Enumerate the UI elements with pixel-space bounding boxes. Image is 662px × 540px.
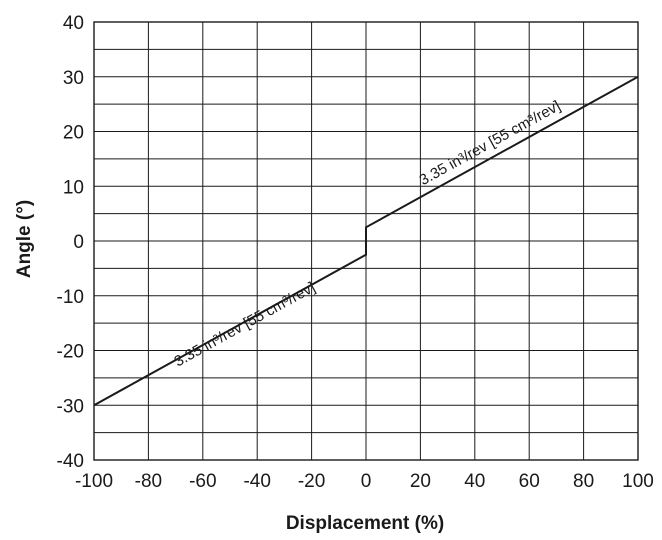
y-axis-title: Angle (°) [14, 200, 35, 278]
x-tick-label-9: 80 [573, 471, 594, 492]
y-tick-label-2: -20 [57, 342, 84, 363]
y-tick-label-5: 10 [63, 177, 84, 198]
y-tick-label-7: 30 [63, 68, 84, 89]
grid [93, 21, 639, 461]
y-tick-label-6: 20 [63, 123, 84, 144]
y-tick-label-4: 0 [73, 232, 84, 253]
x-tick-label-5: 0 [361, 471, 372, 492]
x-axis-title: Displacement (%) [286, 513, 444, 534]
x-tick-label-10: 100 [622, 471, 654, 492]
y-tick-label-0: -40 [57, 451, 84, 472]
annotations: 3.35 in³/rev [55 cm³/rev] 3.35 in³/rev [5… [171, 97, 563, 370]
x-tick-label-2: -60 [189, 471, 216, 492]
annotation-label-upper: 3.35 in³/rev [55 cm³/rev] [417, 97, 564, 189]
annotation-label-lower: 3.35 in³/rev [55 cm³/rev] [171, 279, 318, 371]
annotation-lower: 3.35 in³/rev [55 cm³/rev] [171, 279, 318, 371]
x-tick-labels: -100 -80 -60 -40 -20 0 20 40 60 80 100 [75, 471, 654, 492]
x-tick-label-4: -20 [298, 471, 325, 492]
x-tick-label-3: -40 [243, 471, 270, 492]
series-layer [93, 75, 639, 407]
x-tick-label-7: 40 [464, 471, 485, 492]
plot-frame [93, 21, 639, 461]
y-tick-label-3: -10 [57, 287, 84, 308]
x-tick-label-8: 60 [519, 471, 540, 492]
series-line-0 [93, 75, 639, 407]
annotation-upper: 3.35 in³/rev [55 cm³/rev] [417, 97, 564, 189]
y-tick-label-8: 40 [63, 13, 84, 34]
y-tick-label-1: -30 [57, 396, 84, 417]
x-tick-label-0: -100 [75, 471, 113, 492]
x-tick-label-6: 20 [410, 471, 431, 492]
y-tick-labels: -40 -30 -20 -10 0 10 20 30 40 [57, 13, 84, 472]
x-tick-label-1: -80 [135, 471, 162, 492]
